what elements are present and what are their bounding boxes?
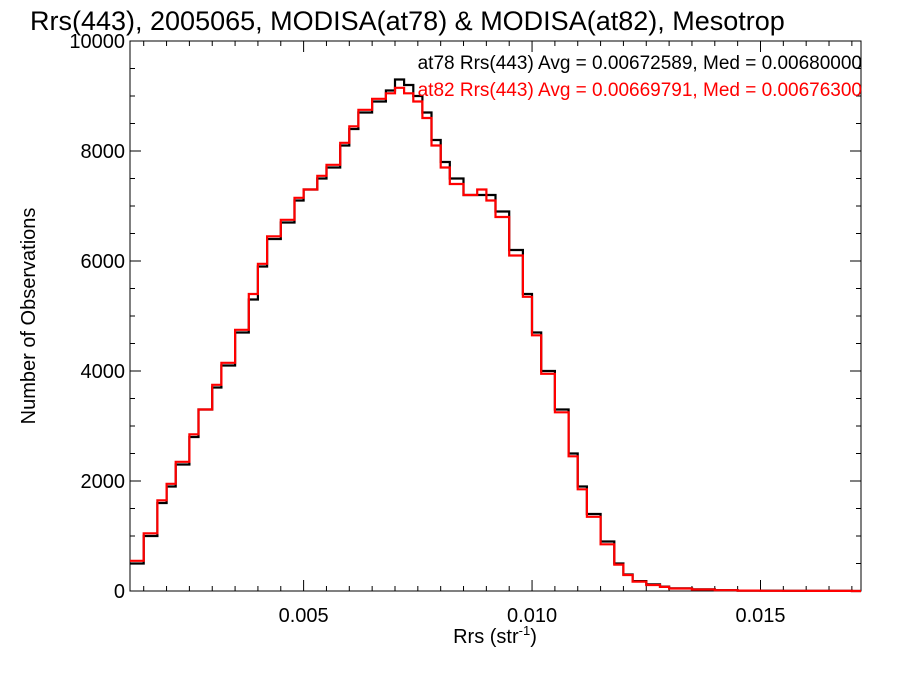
annotation-at78: at78 Rrs(443) Avg = 0.00672589, Med = 0.… bbox=[418, 53, 862, 74]
annotation-at82: at82 Rrs(443) Avg = 0.00669791, Med = 0.… bbox=[418, 80, 862, 101]
x-tick-label: 0.010 bbox=[507, 605, 557, 627]
x-axis-label-main: Rrs (str bbox=[453, 626, 519, 648]
x-axis-label: Rrs (str-1) bbox=[453, 623, 537, 648]
chart-title: Rrs(443), 2005065, MODISA(at78) & MODISA… bbox=[30, 6, 785, 36]
y-axis-label: Number of Observations bbox=[18, 208, 40, 425]
plot-frame bbox=[129, 40, 862, 592]
x-tick-label: 0.015 bbox=[735, 605, 785, 627]
x-tick-label: 0.005 bbox=[279, 605, 329, 627]
x-axis-label-close: ) bbox=[530, 626, 537, 648]
y-tick-label: 2000 bbox=[81, 471, 126, 493]
axis-ticks bbox=[130, 40, 861, 592]
y-tick-label: 10000 bbox=[69, 31, 125, 53]
y-tick-label: 0 bbox=[114, 581, 125, 603]
y-tick-label: 6000 bbox=[81, 251, 126, 273]
series-at82-line bbox=[130, 86, 861, 593]
series-at78-line bbox=[130, 78, 861, 593]
y-tick-label: 4000 bbox=[81, 361, 126, 383]
series-layer bbox=[130, 78, 861, 593]
y-tick-label: 8000 bbox=[81, 141, 126, 163]
x-axis-label-superscript: -1 bbox=[519, 623, 531, 638]
